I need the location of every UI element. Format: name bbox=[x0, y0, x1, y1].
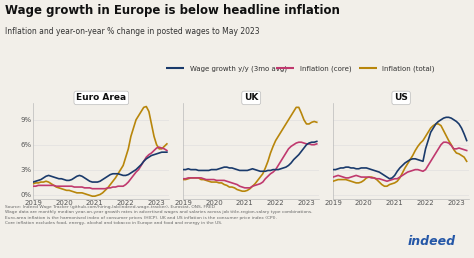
Title: US: US bbox=[394, 93, 408, 102]
Title: UK: UK bbox=[244, 93, 258, 102]
Text: indeed: indeed bbox=[408, 235, 456, 248]
Text: Inflation and year-on-year % change in posted wages to May 2023: Inflation and year-on-year % change in p… bbox=[5, 27, 259, 36]
Text: Inflation (total): Inflation (total) bbox=[382, 65, 435, 72]
Title: Euro Area: Euro Area bbox=[76, 93, 127, 102]
Text: Source: Indeed Wage Tracker (github.com/hiring-lab/indeed-wage-tracker), Eurosta: Source: Indeed Wage Tracker (github.com/… bbox=[5, 205, 312, 225]
Text: Inflation (core): Inflation (core) bbox=[300, 65, 351, 72]
Text: Wage growth y/y (3mo avg): Wage growth y/y (3mo avg) bbox=[190, 65, 287, 72]
Text: Wage growth in Europe is below headline inflation: Wage growth in Europe is below headline … bbox=[5, 4, 339, 17]
